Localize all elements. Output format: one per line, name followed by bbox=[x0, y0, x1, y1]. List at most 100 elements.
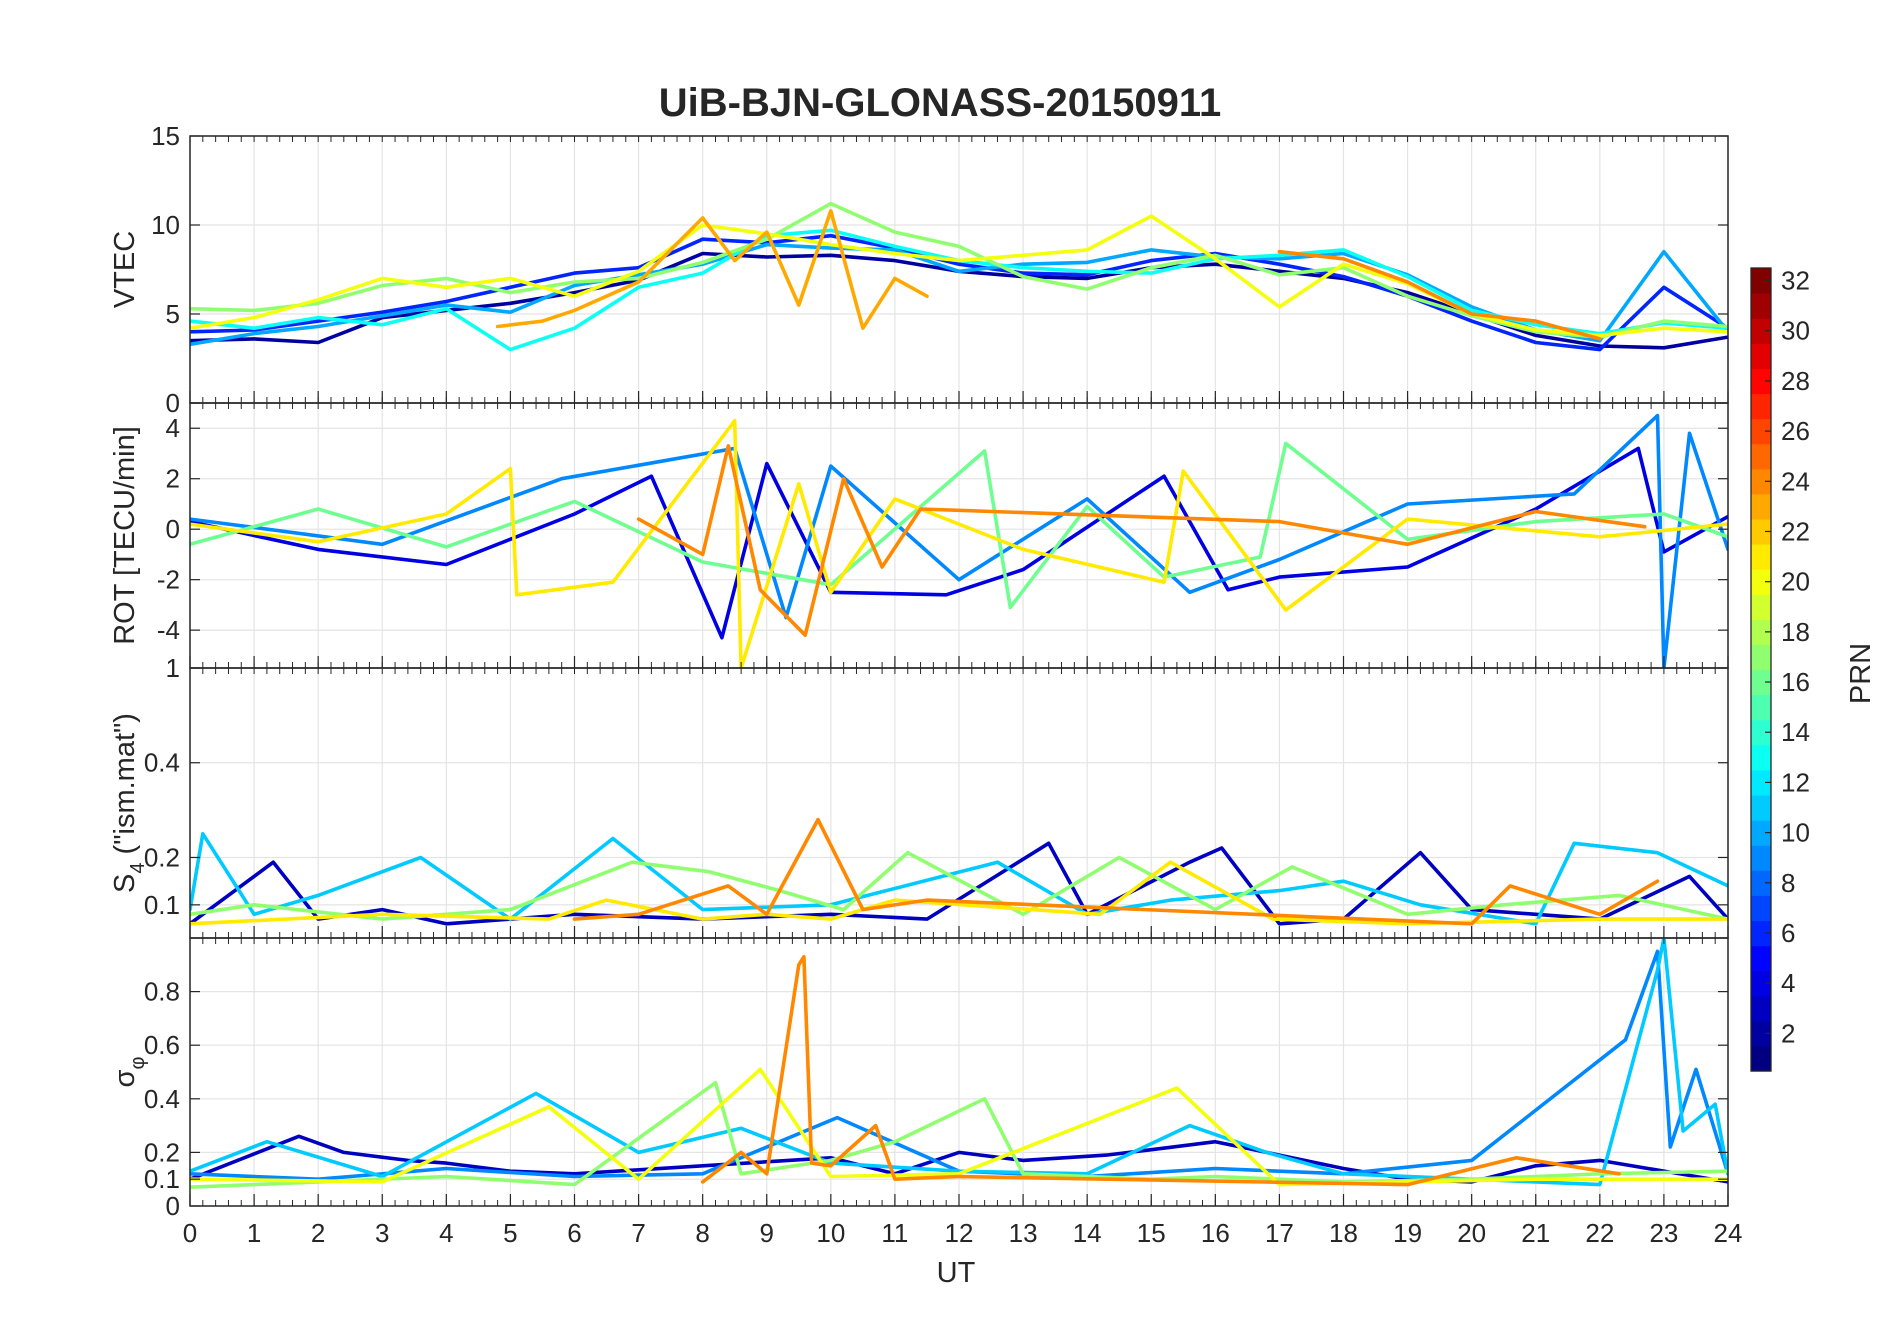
series-line-prn-10 bbox=[190, 242, 1728, 347]
y-tick-label: 0.1 bbox=[144, 1164, 180, 1194]
colorbar-tick-label: 16 bbox=[1781, 667, 1810, 697]
colorbar-frame bbox=[1750, 267, 1772, 1072]
colorbar-swatch bbox=[1751, 694, 1771, 721]
colorbar-swatch bbox=[1751, 493, 1771, 520]
x-tick-label: 15 bbox=[1137, 1218, 1166, 1248]
colorbar-swatch bbox=[1751, 744, 1771, 771]
series-group bbox=[190, 817, 1728, 926]
series-line-prn-9 bbox=[190, 949, 1728, 1181]
series-line-prn-24 bbox=[1277, 249, 1602, 341]
colorbar-tick-label: 4 bbox=[1781, 968, 1795, 998]
colorbar-swatch bbox=[1751, 544, 1771, 570]
x-tick-label: 23 bbox=[1649, 1218, 1678, 1248]
colorbar-swatch bbox=[1751, 669, 1771, 696]
panel-vtec: 0 5 10 15 VTEC bbox=[109, 121, 1729, 418]
colorbar-tick-label: 12 bbox=[1781, 767, 1810, 797]
colorbar-tick-label: 8 bbox=[1781, 868, 1795, 898]
y-tick-label: 2 bbox=[166, 464, 180, 494]
series-line-prn-3 bbox=[190, 841, 1728, 926]
x-tick-label: 14 bbox=[1073, 1218, 1102, 1248]
y-tick-label: 1 bbox=[166, 653, 180, 683]
x-tick-label: 9 bbox=[760, 1218, 774, 1248]
x-tick-label: 6 bbox=[567, 1218, 581, 1248]
colorbar-swatch bbox=[1751, 268, 1771, 294]
colorbar-swatch bbox=[1751, 769, 1771, 796]
colorbar-tick-label: 32 bbox=[1781, 266, 1810, 296]
colorbar-swatch bbox=[1751, 870, 1771, 896]
x-tick-label: 17 bbox=[1265, 1218, 1294, 1248]
series-line-prn-23 bbox=[495, 209, 929, 330]
colorbar-label: PRN bbox=[1845, 643, 1877, 704]
colorbar-tick-label: 10 bbox=[1781, 818, 1810, 848]
series-group bbox=[190, 938, 1728, 1189]
panel-rot: -4 -2 0 2 4 ROT [TECU/min] bbox=[109, 402, 1729, 669]
x-tick-label: 21 bbox=[1521, 1218, 1550, 1248]
colorbar-swatch bbox=[1751, 719, 1771, 746]
colorbar-swatch bbox=[1751, 468, 1771, 495]
x-tick-label: 2 bbox=[311, 1218, 325, 1248]
x-tick-label: 3 bbox=[375, 1218, 389, 1248]
y-tick-label: 0.2 bbox=[144, 1137, 180, 1167]
y-tick-label: 0.1 bbox=[144, 890, 180, 920]
y-tick-label: 15 bbox=[151, 121, 180, 151]
x-axis-label: UT bbox=[937, 1257, 976, 1289]
y-axis-label-vtec: VTEC bbox=[109, 231, 141, 308]
x-tick-label: 22 bbox=[1585, 1218, 1614, 1248]
x-tick-label: 5 bbox=[503, 1218, 517, 1248]
colorbar-swatch bbox=[1751, 368, 1771, 395]
series-group bbox=[190, 413, 1728, 668]
y-tick-label: -2 bbox=[157, 565, 180, 595]
colorbar-tick-label: 22 bbox=[1781, 516, 1810, 546]
series-line-prn-4 bbox=[190, 446, 1728, 640]
colorbar-swatch bbox=[1751, 995, 1771, 1022]
series-line-prn-11 bbox=[190, 832, 1728, 926]
x-tick-label: 13 bbox=[1009, 1218, 1038, 1248]
x-tick-label: 16 bbox=[1201, 1218, 1230, 1248]
y-tick-label: 0.8 bbox=[144, 977, 180, 1007]
y-tick-label: 4 bbox=[166, 413, 180, 443]
colorbar-swatch bbox=[1751, 518, 1771, 545]
colorbar-swatch bbox=[1751, 820, 1771, 846]
x-tick-label: 18 bbox=[1329, 1218, 1358, 1248]
y-tick-label: 0 bbox=[166, 514, 180, 544]
colorbar-swatch bbox=[1751, 644, 1771, 671]
y-tick-label: 0.4 bbox=[144, 1084, 180, 1114]
x-tick-label: 4 bbox=[439, 1218, 453, 1248]
y-tick-label: 0 bbox=[166, 1191, 180, 1221]
colorbar-tick-label: 26 bbox=[1781, 416, 1810, 446]
colorbar-tick-label: 24 bbox=[1781, 466, 1810, 496]
x-tick-label: 24 bbox=[1714, 1218, 1743, 1248]
series-line-prn-17 bbox=[190, 850, 1728, 921]
x-tick-label: 0 bbox=[183, 1218, 197, 1248]
x-tick-label: 19 bbox=[1393, 1218, 1422, 1248]
colorbar-swatch bbox=[1751, 970, 1771, 997]
series-line-prn-24 bbox=[700, 955, 1621, 1187]
colorbar-tick-label: 30 bbox=[1781, 316, 1810, 346]
colorbar-swatch bbox=[1751, 895, 1771, 922]
y-tick-label: 10 bbox=[151, 210, 180, 240]
y-axis-label-rot: ROT [TECU/min] bbox=[109, 426, 141, 645]
x-tick-label: 11 bbox=[881, 1218, 908, 1248]
colorbar-swatch bbox=[1751, 945, 1771, 972]
x-tick-label: 10 bbox=[816, 1218, 845, 1248]
colorbar-tick-label: 18 bbox=[1781, 617, 1810, 647]
series-group bbox=[190, 201, 1728, 352]
y-tick-label: 0 bbox=[166, 388, 180, 418]
series-line-prn-9 bbox=[190, 413, 1728, 668]
series-line-prn-24 bbox=[636, 444, 1647, 637]
colorbar-tick-label: 14 bbox=[1781, 717, 1810, 747]
colorbar-swatch bbox=[1751, 343, 1771, 369]
colorbar-swatch bbox=[1751, 619, 1771, 646]
y-axis-label-sigma_phi: σφ bbox=[109, 1057, 149, 1088]
colorbar-tick-label: 28 bbox=[1781, 366, 1810, 396]
colorbar-swatch bbox=[1751, 920, 1771, 947]
colorbar-swatch bbox=[1751, 318, 1771, 344]
y-tick-label: 0.2 bbox=[144, 842, 180, 872]
x-tick-label: 7 bbox=[631, 1218, 645, 1248]
colorbar-swatch bbox=[1751, 569, 1771, 595]
y-tick-label: 0.6 bbox=[144, 1030, 180, 1060]
colorbar-tick-label: 2 bbox=[1781, 1018, 1795, 1048]
